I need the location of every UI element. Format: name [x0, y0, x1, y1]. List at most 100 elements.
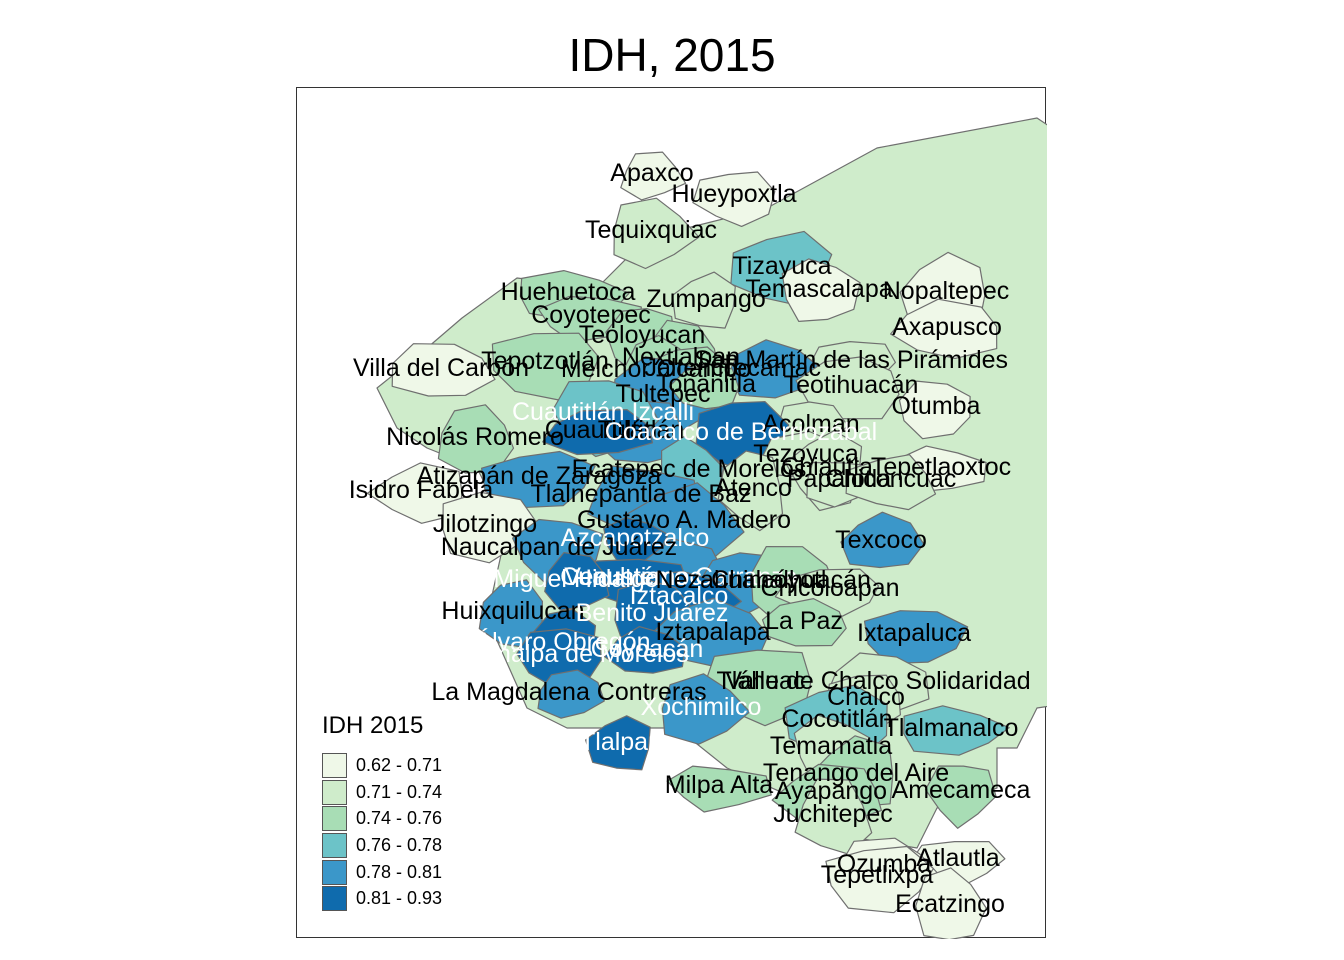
municipality-label: Cuajimalpa de Morelos	[433, 640, 689, 668]
municipality-label: Coyoacán	[591, 635, 704, 663]
municipality-label: Tepotzotlán	[481, 347, 609, 375]
municipality-label: Chimalhuacán	[711, 566, 871, 594]
municipality-label: Chalco	[827, 683, 905, 711]
legend-label: 0.81 - 0.93	[356, 888, 443, 909]
municipality-label: Chicoloapan	[761, 574, 900, 602]
municipality-label: Ecatzingo	[895, 890, 1005, 918]
map-frame: Apaxco Hueypoxtla Tequixquiac Tizayuca Huehu…	[296, 87, 1047, 939]
municipality-label: Atenco	[714, 474, 792, 502]
municipality-label: Gustavo A. Madero	[577, 506, 791, 534]
legend-item: 0.78 - 0.81	[322, 859, 442, 886]
municipality-label: Melchor Ocampo	[561, 355, 751, 383]
municipality-polygon	[481, 450, 596, 509]
municipality-label: Xochimilco	[641, 693, 762, 721]
municipality-polygon	[794, 778, 873, 855]
municipality-label: Naucalpan de Juárez	[441, 533, 677, 561]
municipality-polygon	[666, 765, 772, 813]
municipality-label: Acolman	[762, 410, 859, 438]
municipality-label: Valle de Chalco Solidaridad	[725, 667, 1030, 695]
municipality-label: Nezahualcóyotl	[656, 566, 827, 594]
municipality-label: Iztapalapa	[655, 618, 770, 646]
municipality-label: Cuautitlán Izcalli	[512, 398, 694, 426]
municipality-polygon	[478, 579, 543, 649]
legend-label: 0.71 - 0.74	[356, 781, 443, 802]
municipality-label: Álvaro Obregón	[475, 627, 650, 656]
municipality-polygon	[613, 197, 700, 270]
legend-swatch	[322, 832, 347, 858]
municipality-label: Cocotitlán	[781, 705, 892, 733]
municipality-polygon	[391, 343, 496, 397]
municipality-label: La Magdalena Contreras	[431, 678, 706, 706]
municipality-label: Apaxco	[610, 159, 693, 187]
municipality-label: Tenango del Aire	[763, 759, 949, 787]
municipality-label: Teotihuacán	[784, 371, 919, 399]
municipality-label: Benito Juárez	[576, 599, 729, 627]
legend-label: 0.78 - 0.81	[356, 861, 443, 882]
municipality-label: Papalotla	[787, 465, 891, 493]
legend-label: 0.74 - 0.76	[356, 808, 443, 829]
legend-swatch	[322, 752, 347, 778]
municipality-label: Jilotzingo	[433, 510, 537, 538]
legend-item: 0.74 - 0.76	[322, 805, 442, 832]
municipality-label: Milpa Alta	[665, 771, 773, 799]
legend-item: 0.81 - 0.93	[322, 885, 442, 912]
legend-title: IDH 2015	[322, 712, 424, 739]
municipality-label: Tlalmanalco	[884, 714, 1019, 742]
municipality-polygon	[889, 298, 998, 359]
municipality-polygon	[845, 454, 937, 511]
municipality-label: Huehuetoca	[501, 278, 636, 306]
municipality-label: Cuauhtémoc	[560, 563, 702, 591]
legend-item: 0.76 - 0.78	[322, 832, 442, 859]
municipality-polygon	[898, 380, 971, 440]
municipality-label: Venustiano Carranza	[564, 563, 798, 591]
municipality-polygon	[903, 705, 1010, 756]
legend-swatch	[322, 779, 347, 805]
municipality-label: Tláhuac	[717, 667, 806, 695]
municipality-polygon	[620, 151, 687, 201]
municipality-polygon	[761, 598, 847, 647]
municipality-polygons	[366, 117, 1047, 939]
legend-label: 0.62 - 0.71	[356, 754, 443, 775]
municipality-label: Azcapotzalco	[561, 524, 710, 552]
municipality-label: Nopaltepec	[883, 277, 1009, 305]
legend-classes: 0.62 - 0.71 0.71 - 0.74 0.74 - 0.76 0.76…	[322, 752, 442, 912]
legend-swatch	[322, 886, 347, 912]
municipality-polygon	[671, 271, 736, 329]
municipality-label: Tecámac	[721, 354, 821, 382]
municipality-label: Otumba	[892, 392, 981, 420]
municipality-polygon	[542, 409, 654, 456]
municipality-label: Tultepec	[616, 380, 711, 408]
municipality-polygon	[717, 450, 784, 532]
municipality-label: La Paz	[765, 607, 843, 635]
municipality-polygon	[863, 610, 969, 665]
municipality-label: Coyotepec	[531, 301, 651, 329]
municipality-label: Amecameca	[892, 776, 1031, 804]
municipality-label: Isidro Fabela	[349, 476, 494, 504]
municipality-label: Iztacalco	[630, 582, 729, 610]
municipality-polygon	[915, 867, 987, 939]
municipality-polygon	[840, 511, 925, 569]
municipality-polygon	[781, 258, 861, 322]
municipality-label: Tizayuca	[732, 252, 831, 280]
municipality-label: Texcoco	[835, 526, 927, 554]
municipality-label: Zumpango	[646, 285, 766, 313]
municipality-label: Atlautla	[916, 844, 999, 872]
municipality-label: Tequixquiac	[585, 216, 717, 244]
municipality-label: Ayapango	[775, 777, 887, 805]
municipality-label: Tonanitla	[656, 370, 756, 398]
municipality-label: Chiconcuac	[826, 465, 957, 493]
municipality-label: San Martín de las Pirámides	[694, 346, 1008, 374]
legend: IDH 2015 0.62 - 0.71 0.71 - 0.74 0.74 - …	[322, 712, 442, 912]
municipality-label: Tezoyuca	[753, 440, 859, 468]
municipality-label: Nicolás Romero	[386, 423, 564, 451]
legend-item: 0.71 - 0.74	[322, 779, 442, 806]
municipality-label: Tultitlán	[598, 416, 685, 444]
map-title: IDH, 2015	[568, 29, 776, 81]
municipality-polygon	[661, 673, 751, 745]
municipality-label: Axapusco	[892, 313, 1002, 341]
municipality-label: Coacalco de Berriozábal	[605, 418, 877, 446]
municipality-polygon	[604, 625, 686, 674]
municipality-label: Chiautla	[781, 453, 873, 481]
municipality-label: Atizapán de Zaragoza	[417, 462, 662, 490]
